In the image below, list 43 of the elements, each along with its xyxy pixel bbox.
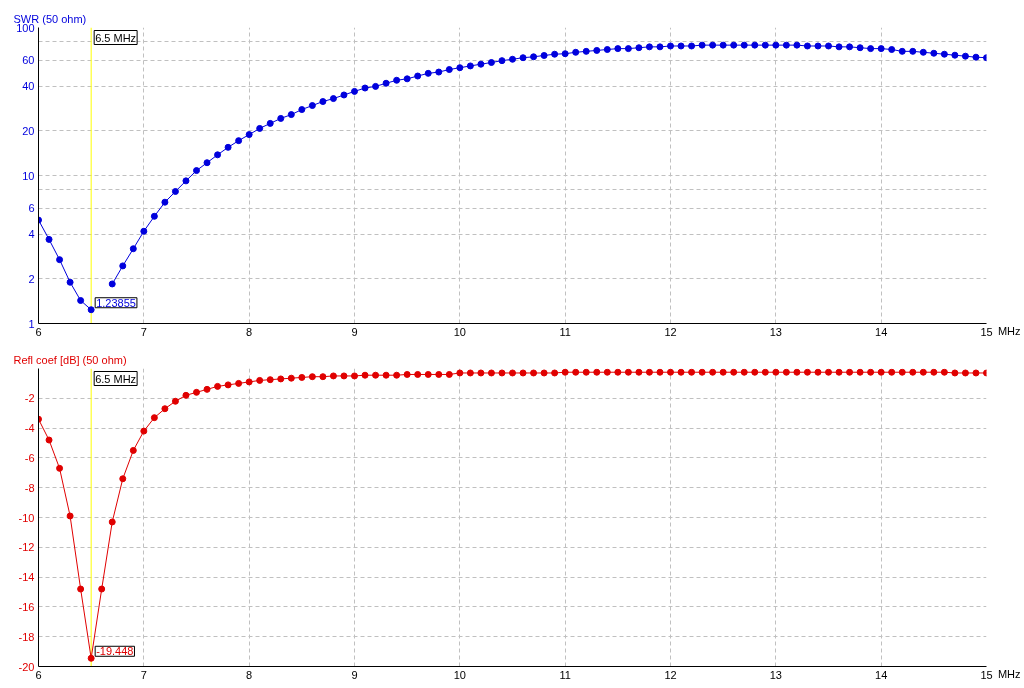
x-tick-label: 13 bbox=[769, 668, 782, 681]
x-tick-label: 14 bbox=[875, 668, 888, 681]
y-tick-label: -16 bbox=[18, 600, 35, 613]
x-tick-label: 15 bbox=[980, 325, 993, 338]
x-tick-label: 13 bbox=[769, 325, 782, 338]
y-axis-title: Refl coef [dB] (50 ohm) bbox=[13, 354, 127, 366]
y-tick-label: 1 bbox=[28, 317, 35, 330]
y-tick-label: 4 bbox=[28, 228, 35, 241]
x-tick-label: 14 bbox=[875, 325, 888, 338]
annotation: -19.448 bbox=[96, 645, 134, 658]
x-tick-label: 10 bbox=[453, 668, 466, 681]
y-tick-label: 10 bbox=[22, 169, 35, 182]
annotation: 1.23855 bbox=[96, 296, 136, 309]
ref-line-label: 6.5 MHz bbox=[95, 31, 137, 44]
ref-line-label: 6.5 MHz bbox=[95, 372, 137, 385]
x-tick-label: 9 bbox=[351, 668, 358, 681]
y-tick-label: -2 bbox=[24, 392, 35, 405]
x-tick-label: 9 bbox=[351, 325, 358, 338]
x-tick-label: 8 bbox=[246, 325, 253, 338]
x-tick-label: 7 bbox=[140, 325, 147, 338]
x-axis-title: MHz bbox=[997, 667, 1021, 680]
x-tick-label: 8 bbox=[246, 668, 253, 681]
y-tick-label: -20 bbox=[18, 660, 35, 673]
y-tick-label: 60 bbox=[22, 54, 35, 67]
y-tick-label: -6 bbox=[24, 451, 35, 464]
x-tick-label: 7 bbox=[140, 668, 147, 681]
x-tick-label: 12 bbox=[664, 668, 677, 681]
y-tick-label: 40 bbox=[22, 80, 35, 93]
x-axis-title: MHz bbox=[997, 324, 1021, 337]
x-tick-label: 15 bbox=[980, 668, 993, 681]
y-tick-label: -10 bbox=[18, 511, 35, 524]
x-tick-label: 11 bbox=[559, 668, 571, 681]
x-tick-label: 10 bbox=[453, 325, 466, 338]
x-tick-label: 11 bbox=[559, 325, 571, 338]
y-tick-label: -8 bbox=[24, 481, 35, 494]
y-tick-label: 6 bbox=[28, 202, 35, 215]
y-tick-label: -12 bbox=[18, 541, 35, 554]
y-tick-label: -14 bbox=[18, 571, 35, 584]
x-tick-label: 12 bbox=[664, 325, 677, 338]
y-tick-label: 20 bbox=[22, 124, 35, 137]
y-tick-label: 2 bbox=[28, 272, 35, 285]
y-tick-label: -18 bbox=[18, 630, 35, 643]
y-tick-label: -4 bbox=[24, 422, 35, 435]
